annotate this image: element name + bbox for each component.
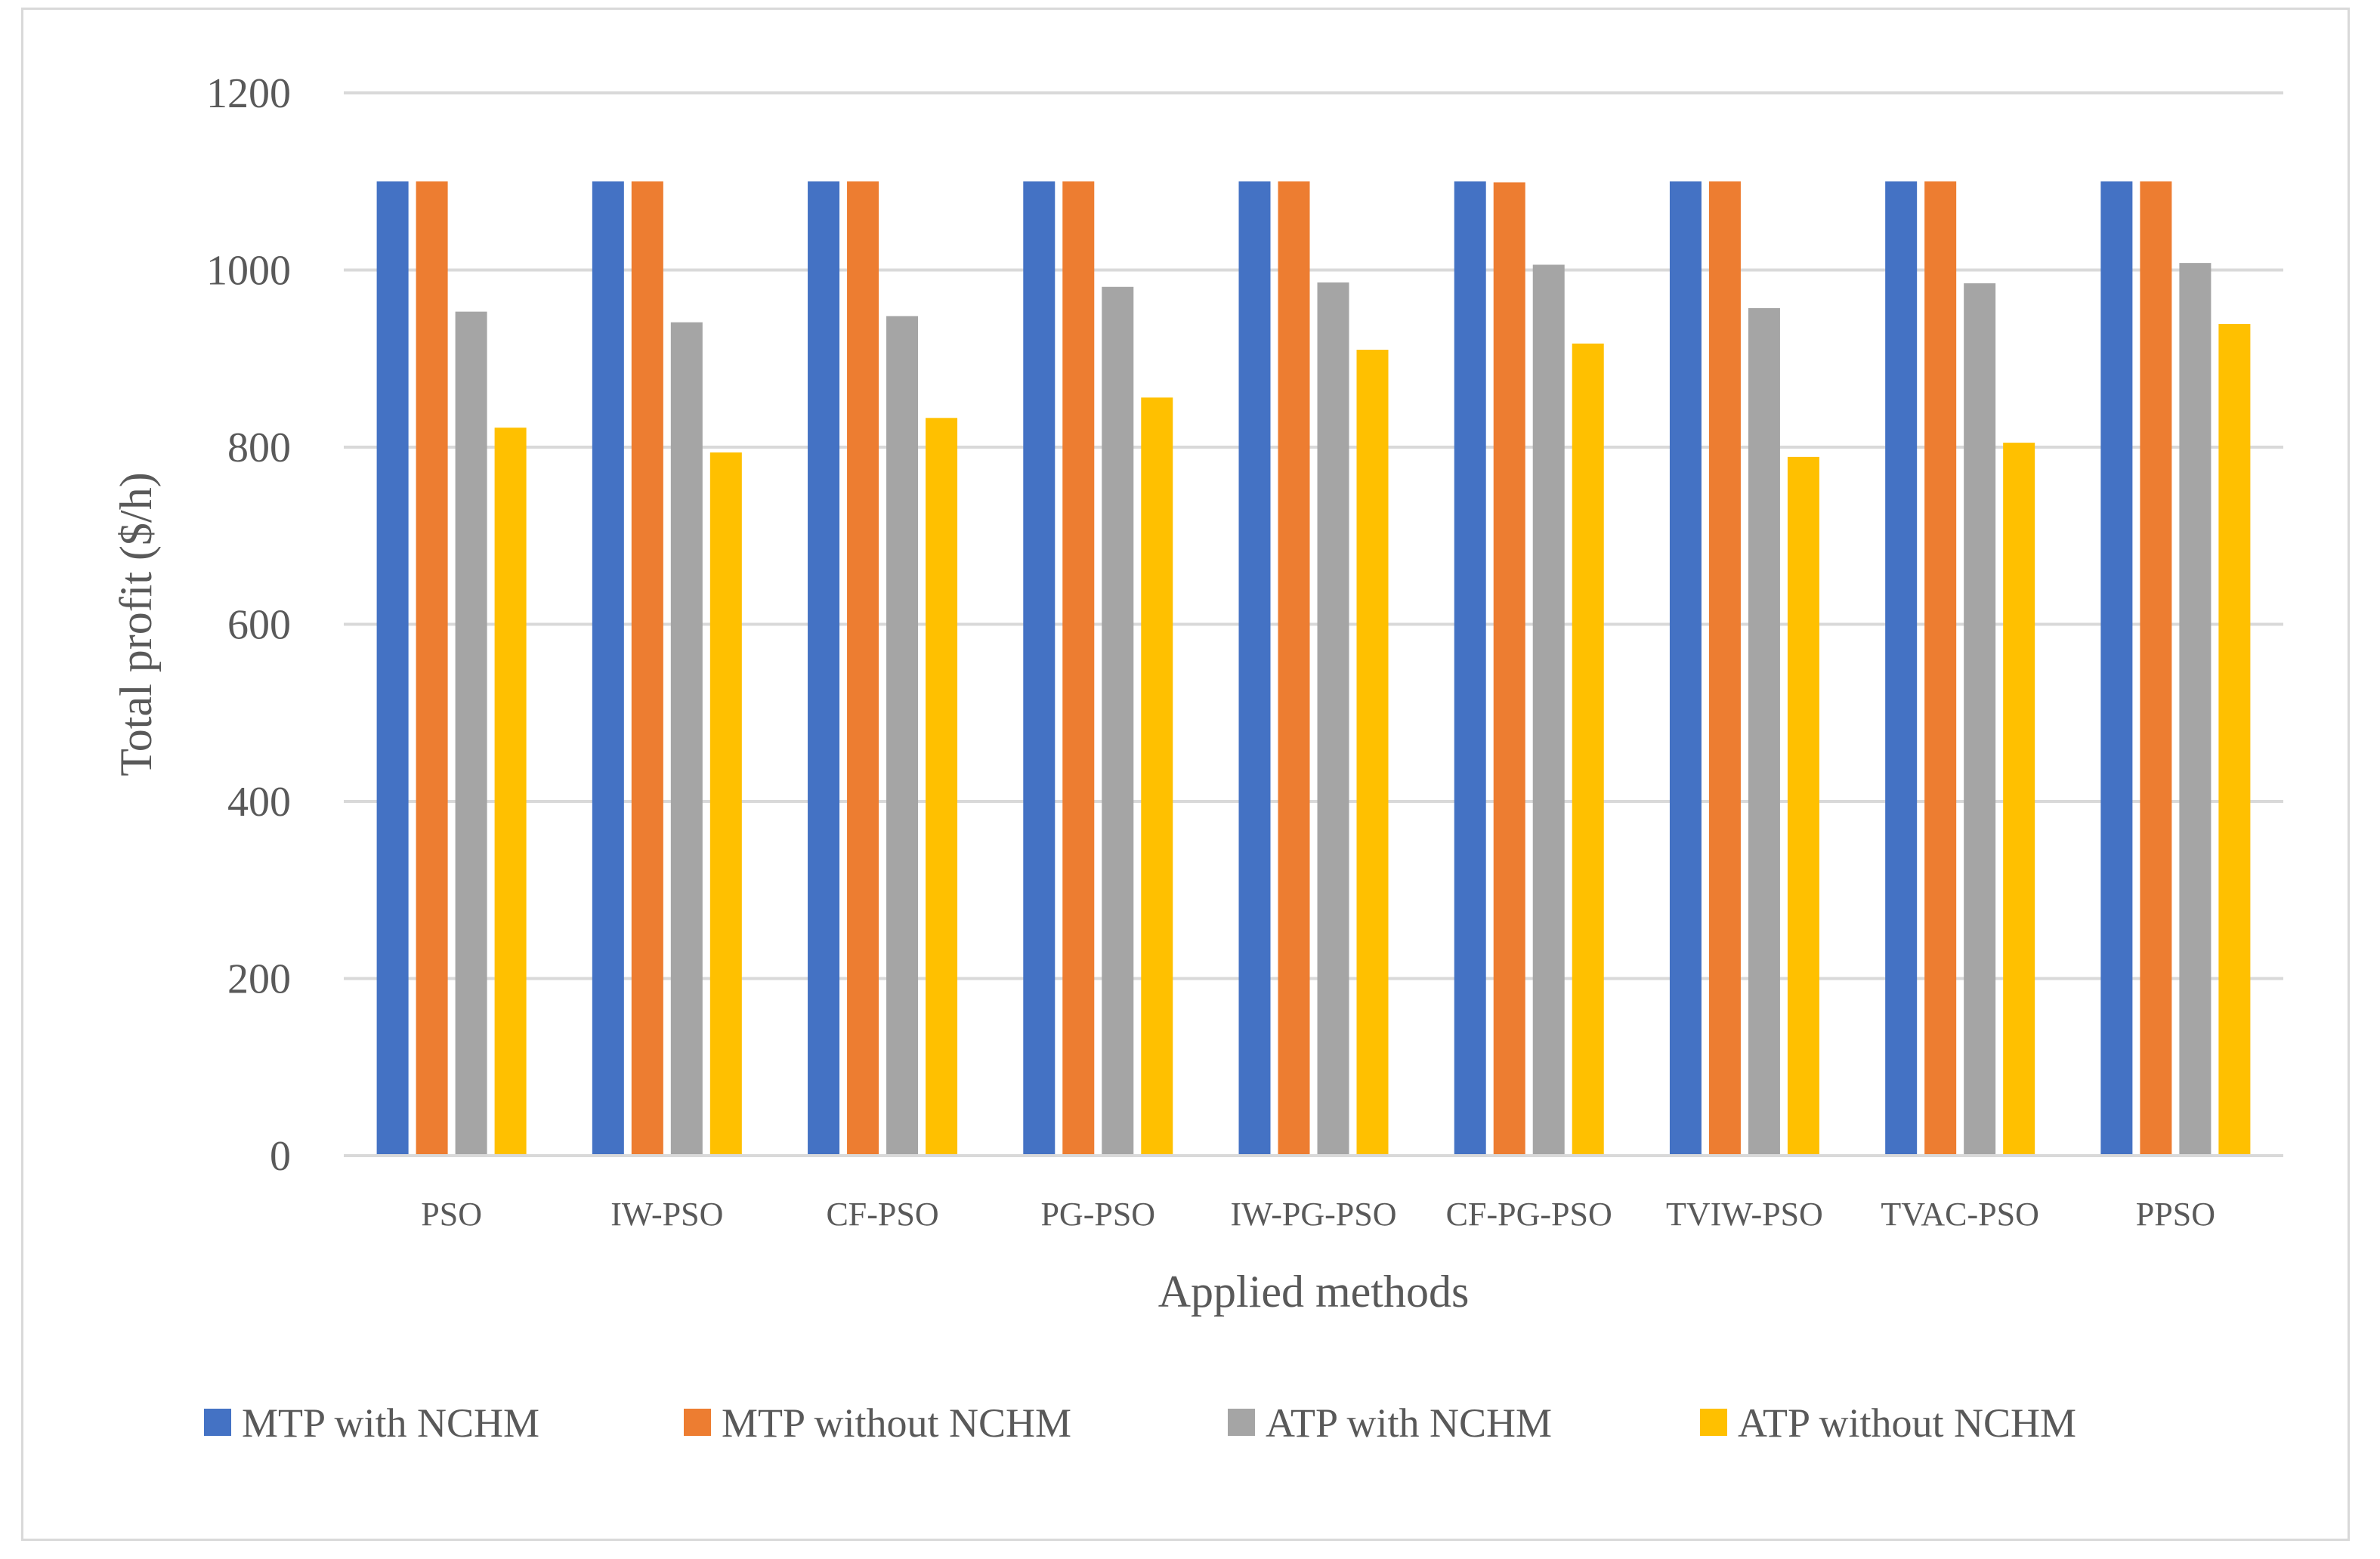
y-axis-ticks: 0 200 400 600 800 1000 1200: [206, 70, 291, 1180]
bar: [376, 181, 409, 1156]
x-category-label: PSO: [421, 1196, 482, 1233]
bar: [1454, 181, 1486, 1156]
bar: [416, 181, 448, 1156]
bar: [808, 181, 840, 1156]
y-tick-label: 400: [227, 779, 291, 826]
x-category-label: CF-PG-PSO: [1446, 1196, 1612, 1233]
y-tick-label: 1000: [206, 248, 291, 295]
bar: [1141, 397, 1173, 1156]
x-category-label: IW-PG-PSO: [1230, 1196, 1396, 1233]
x-category-label: PG-PSO: [1040, 1196, 1155, 1233]
chart-frame: [21, 8, 2350, 1541]
bar: [1356, 350, 1389, 1156]
y-tick-label: 200: [227, 956, 291, 1003]
bars: [376, 181, 2251, 1156]
bar: [1532, 264, 1565, 1156]
bar: [1748, 307, 1780, 1156]
bar: [1238, 181, 1271, 1156]
bar: [1924, 181, 1957, 1156]
x-category-label: CF-PSO: [826, 1196, 938, 1233]
gridlines: [344, 91, 2283, 980]
legend-label: ATP without NCHM: [1738, 1400, 2076, 1446]
bar: [1787, 456, 1819, 1156]
x-category-label: IW-PSO: [610, 1196, 723, 1233]
legend: MTP with NCHM MTP without NCHM ATP with NC…: [204, 1400, 2076, 1446]
bar: [1885, 181, 1918, 1156]
bar: [631, 181, 663, 1156]
x-axis-title: Applied methods: [1158, 1267, 1470, 1317]
bar: [670, 322, 703, 1156]
bar: [2179, 263, 2212, 1156]
y-tick-label: 600: [227, 602, 291, 649]
bar: [1964, 283, 1996, 1156]
bar: [2140, 181, 2172, 1156]
bar: [1317, 282, 1349, 1156]
legend-label: MTP with NCHM: [242, 1400, 539, 1446]
bar: [709, 452, 742, 1156]
bar: [2100, 181, 2133, 1156]
bar: [847, 181, 879, 1156]
y-tick-label: 0: [270, 1133, 291, 1180]
bar: [455, 311, 487, 1156]
bar: [1023, 181, 1056, 1156]
bar: [1102, 286, 1134, 1156]
bar: [1493, 182, 1525, 1156]
bar: [2003, 443, 2035, 1156]
bar: [1278, 181, 1310, 1156]
bar: [926, 418, 958, 1156]
bar: [1708, 181, 1741, 1156]
y-tick-label: 1200: [206, 70, 291, 117]
bar: [2218, 324, 2251, 1156]
x-axis-categories: PSO IW-PSO CF-PSO PG-PSO IW-PG-PSO CF-PG-PSO T…: [421, 1196, 2215, 1233]
y-tick-label: 800: [227, 424, 291, 471]
x-category-label: TVIW-PSO: [1666, 1196, 1823, 1233]
bar: [1062, 181, 1095, 1156]
legend-swatch: [1228, 1409, 1255, 1436]
x-category-label: PPSO: [2136, 1196, 2215, 1233]
legend-swatch: [204, 1409, 231, 1436]
legend-swatch: [1700, 1409, 1727, 1436]
bar: [592, 181, 624, 1156]
legend-swatch: [684, 1409, 711, 1436]
bar: [1669, 181, 1702, 1156]
legend-label: ATP with NCHM: [1266, 1400, 1552, 1446]
x-category-label: TVAC-PSO: [1881, 1196, 2038, 1233]
bar: [494, 428, 527, 1156]
y-axis-title: Total profit ($/h): [111, 472, 161, 776]
legend-label: MTP without NCHM: [722, 1400, 1071, 1446]
bar: [886, 316, 919, 1156]
bar: [1572, 343, 1604, 1156]
